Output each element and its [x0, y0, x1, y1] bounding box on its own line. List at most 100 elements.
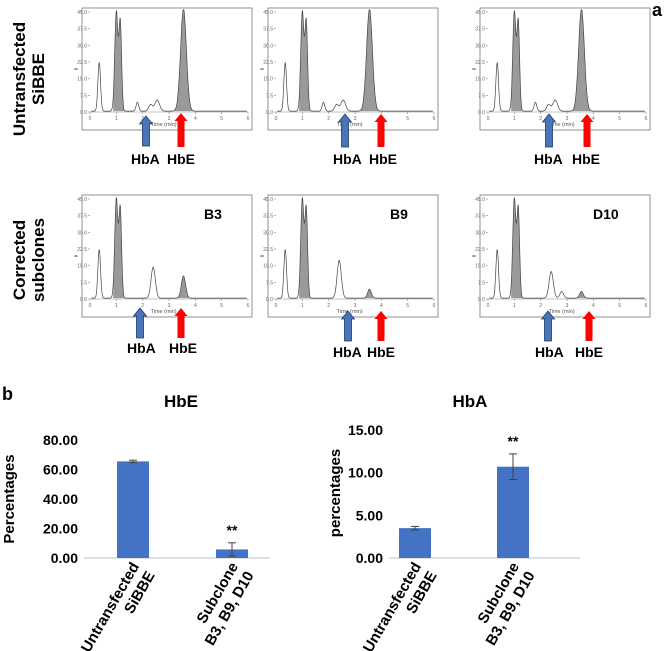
hba-arrow	[540, 310, 556, 342]
chromatogram-frame	[267, 7, 439, 131]
y-tick-label: 37.5	[77, 214, 87, 220]
peak-shade	[511, 10, 523, 112]
peak-shade	[360, 9, 380, 112]
hba-label: HbA	[333, 344, 362, 360]
axis-mark	[260, 255, 264, 257]
x-axis-label: Time (min)	[151, 309, 177, 315]
y-tick-label: 20.00	[43, 521, 78, 537]
hba-label: HbA	[534, 151, 563, 167]
hbe-label: HbE	[367, 344, 395, 360]
x-tick-label: 5	[618, 303, 621, 309]
y-tick-label: 7.5	[266, 93, 273, 99]
y-tick-label: 22.5	[475, 60, 485, 66]
y-tick-label: 22.5	[263, 247, 273, 253]
y-tick-label: 22.5	[263, 60, 273, 66]
y-tick-label: 45.0	[77, 197, 87, 203]
x-tick-label: 1	[115, 303, 118, 309]
y-tick-label: 0.0	[266, 297, 273, 303]
arrow-shape	[582, 311, 596, 341]
x-tick-label: 6	[247, 303, 250, 309]
chromatogram-trace	[277, 197, 433, 299]
hba-label: HbA	[131, 151, 160, 167]
hbe-label: HbE	[575, 344, 603, 360]
y-tick-label: 7.5	[478, 280, 485, 286]
hbe-bar-chart: HbE Percentages 0.00 20.00 40.00 60.00 80.00 Un…	[1, 392, 270, 651]
row1-label-line1: Untransfected	[10, 21, 29, 137]
y-tick-label: 0.0	[80, 297, 87, 303]
hba-arrow	[138, 115, 154, 147]
chromatogram-frame	[81, 7, 253, 131]
x-tick-label: 2	[327, 116, 330, 122]
y-tick-label: 10.00	[348, 465, 383, 481]
y-tick-label: 0.00	[356, 550, 383, 566]
chromatogram-trace	[91, 9, 247, 112]
chromatogram-trace	[489, 197, 645, 299]
y-tick-label: 0.0	[478, 297, 485, 303]
axis-mark	[472, 255, 476, 257]
y-tick-label: 7.5	[478, 93, 485, 99]
arrow-shape	[580, 114, 594, 147]
x-tick-label: 1	[513, 303, 516, 309]
x-tick-label: 0	[487, 303, 490, 309]
x-tick-label: 4	[194, 116, 197, 122]
arrow-shape	[138, 115, 154, 147]
y-tick-label: 15.0	[475, 264, 485, 270]
row2-label-line1: Corrected	[10, 219, 29, 301]
arrow-shape	[174, 308, 188, 338]
x-tick-label: 2	[327, 303, 330, 309]
y-tick-label: 30.0	[263, 43, 273, 49]
x-tick-label: 0	[89, 303, 92, 309]
x-tick-label: 5	[406, 303, 409, 309]
hbe-arrow	[582, 311, 596, 341]
bar	[497, 466, 529, 558]
y-tick-label: 30.0	[77, 230, 87, 236]
x-tick-label: 2	[141, 303, 144, 309]
x-axis-label: Time (min)	[549, 122, 575, 128]
y-tick-label: 30.0	[263, 230, 273, 236]
y-tick-label: 37.5	[475, 27, 485, 33]
y-axis-label: percentages	[330, 449, 344, 537]
y-axis-label: Percentages	[1, 454, 18, 543]
panel-a-letter: a	[652, 0, 663, 20]
hba-label: HbA	[535, 344, 564, 360]
x-tick-label: 6	[433, 116, 436, 122]
x-axis-label: Time (min)	[337, 309, 363, 315]
x-tick-label: 5	[220, 116, 223, 122]
x-tick-label: 4	[592, 116, 595, 122]
x-tick-label: 5	[220, 303, 223, 309]
x-tick-label: 0	[487, 116, 490, 122]
y-tick-label: 5.00	[356, 507, 383, 523]
peak-shade	[174, 9, 194, 112]
chromatogram-trace	[277, 9, 433, 112]
x-tick-label: 6	[645, 116, 648, 122]
arrow-shape	[337, 113, 353, 148]
peak-shade	[113, 197, 125, 299]
peak-shade	[511, 197, 523, 299]
x-tick-label: 3	[168, 303, 171, 309]
y-tick-label: 30.0	[475, 230, 485, 236]
y-tick-label: 37.5	[475, 214, 485, 220]
peak-shade	[113, 10, 125, 112]
chromatogram-trace	[91, 197, 247, 299]
axis-mark	[260, 68, 264, 70]
x-tick-label: 0	[89, 116, 92, 122]
y-tick-label: 22.5	[77, 247, 87, 253]
hbe-arrow	[374, 114, 388, 147]
x-tick-label: 1	[513, 116, 516, 122]
hbe-arrow	[174, 308, 188, 338]
clone-label-b3: B3	[204, 206, 222, 222]
x-tick-label: 6	[645, 303, 648, 309]
arrow-shape	[540, 310, 556, 342]
significance-label: **	[508, 433, 519, 449]
row2-label: Corrected subclones	[10, 195, 50, 325]
axis-mark	[74, 68, 78, 70]
bar	[117, 461, 149, 558]
y-tick-label: 15.0	[263, 77, 273, 83]
x-tick-label: 1	[301, 116, 304, 122]
x-tick-label: 5	[406, 116, 409, 122]
